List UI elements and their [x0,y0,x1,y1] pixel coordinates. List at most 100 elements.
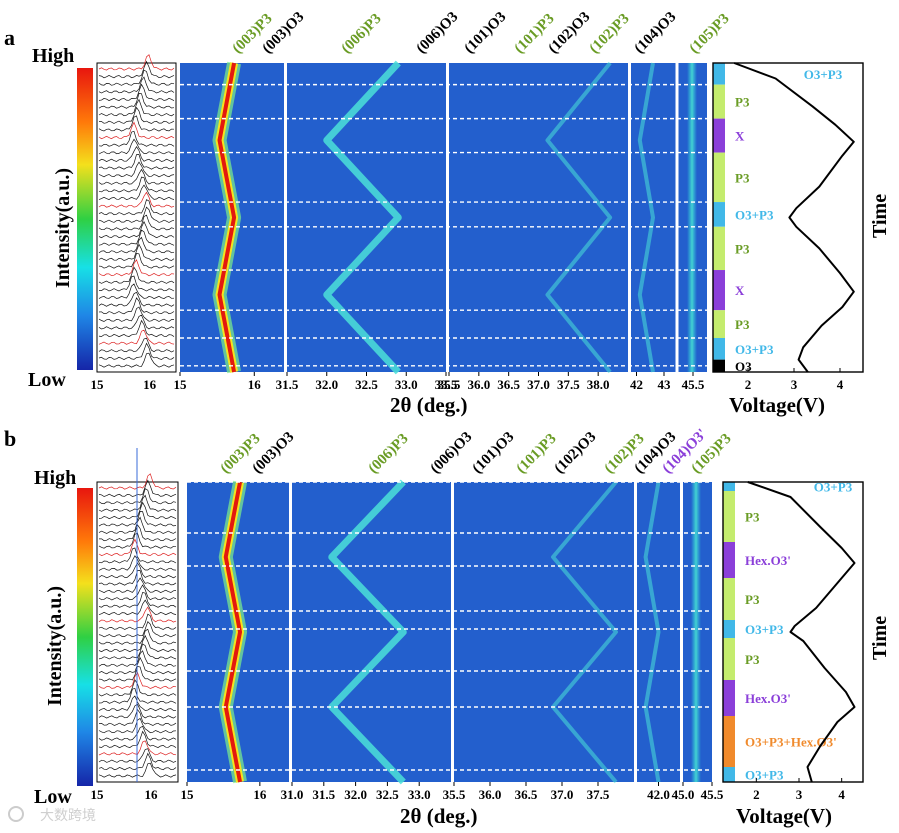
x-tick-label: 32.0 [315,377,338,392]
phase-band-label: P3 [735,241,750,256]
waterfall-trace [98,319,175,338]
panel-a-colorbar-high: High [32,45,74,67]
waterfall-trace [98,76,175,94]
phase-band [713,152,725,203]
peak-label: (105)P3 [687,11,733,57]
phase-band-label: P3 [745,652,760,667]
waterfall-trace [98,83,175,102]
x-tick-label: 45.0 [672,787,695,802]
panel-a-voltage-frame [712,62,864,373]
panel-b-segment-ticks: 15 16 31.0 31.5 32.0 32.5 33.0 35.5 36.0 36.5 37.0… [181,782,724,802]
waterfall-trace [98,283,175,299]
panel-a-colorbar-low: Low [28,369,66,391]
waterfall-trace [98,214,175,231]
waterfall-trace [98,229,175,246]
phase-band-label: X [735,283,745,298]
x-tick-label: 33.0 [408,787,431,802]
waterfall-trace [98,69,175,86]
waterfall-trace [99,275,175,292]
waterfall-trace [98,329,175,345]
peak-trace [551,480,618,784]
waterfall-trace [98,138,175,155]
waterfall-trace [98,306,175,322]
panel-b-intensity-label: Intensity(a.u.) [44,586,66,706]
panel-a-heatmap [180,60,707,375]
phase-band-label: P3 [735,317,750,332]
waterfall-trace [98,191,175,208]
phase-band-label: O3+P3 [735,342,774,357]
peak-trace [637,62,655,373]
x-tick-label: 37.5 [557,377,580,392]
x-tick-label: 35.5 [443,787,466,802]
waterfall-trace [98,176,175,193]
x-tick-label: 42.0 [647,787,670,802]
x-tick-label: 31.5 [276,377,299,392]
waterfall-trace [98,146,175,162]
x-tick-label: 36.5 [497,377,520,392]
waterfall-tick-label: 15 [91,377,105,392]
peak-003-core [223,481,243,783]
panel-b-waterfall-axis: 15 16 [91,787,159,802]
waterfall-trace [98,168,175,185]
x-tick-label: 15 [181,787,195,802]
x-tick-label: 33.5 [435,377,458,392]
peak-label: (102)O3 [552,429,600,477]
waterfall-trace [98,352,175,368]
x-tick-label: 38.0 [587,377,610,392]
segment-separator [634,482,637,782]
voltage-curve [747,481,856,783]
peak-label: (101)O3 [470,429,518,477]
waterfall-tick-label: 16 [145,787,159,802]
phase-band [713,118,725,153]
panel-a-peak-labels: (003)P3(003)O3 (006)P3 (006)O3 (101)O3 (101)… [230,9,733,57]
waterfall-trace [98,297,175,315]
panel-b-voltage-frame [722,481,864,783]
segment-separator [284,63,287,372]
voltage-tick-label: 2 [745,377,752,392]
phase-band-label: Hex.O3' [745,553,791,568]
x-tick-label: 45.5 [701,787,724,802]
peak-trace [328,479,407,785]
phase-band [723,767,735,782]
panel-b-time-label: Time [869,616,891,660]
x-tick-label: 16 [248,377,262,392]
peak-label: (102)O3 [546,9,594,57]
peak-label: (006)P3 [366,431,412,477]
x-tick-label: 36.5 [515,787,538,802]
phase-band [713,202,725,227]
x-tick-label: 31.0 [281,787,304,802]
waterfall-trace [98,337,175,353]
panel-a-intensity-label: Intensity(a.u.) [52,168,74,288]
peak-trace [545,61,613,374]
waterfall-trace [98,93,175,109]
peak-label: (101)P3 [514,431,560,477]
x-tick-label: 16 [253,787,267,802]
waterfall-tick-label: 16 [143,377,157,392]
segment-separator [289,482,292,782]
panel-b-heatmap-bg [187,482,712,782]
panel-a-waterfall-frame [96,62,177,373]
panel-a-xlabel: 2θ (deg.) [390,393,467,417]
panel-a-time-label: Time [869,194,891,238]
phase-band-label: O3+P3 [735,207,774,222]
phase-band [723,491,735,542]
phase-band [723,680,735,716]
phase-band-label: O3+P3 [804,67,843,82]
waterfall-trace [98,184,175,201]
waterfall-trace [98,98,175,117]
phase-band-label: O3+P3 [745,622,784,637]
panel-b-letter: b [4,426,16,451]
x-tick-label: 32.0 [344,787,367,802]
waterfall-trace [98,266,175,284]
waterfall-trace [98,259,175,277]
panel-b-phase-bands: O3+P3 P3 Hex.O3' P3 O3+P3 P3 Hex.O3' O3+P3+Hex.… [723,480,853,783]
panel-a-segment-ticks: 15 16 31.5 32.0 32.5 33.0 33.535.5 36.0 36.5 37.0… [174,372,705,392]
segment-separator [446,63,449,372]
waterfall-trace [98,206,175,223]
phase-band [723,620,735,638]
peak-label: (101)O3 [462,9,510,57]
phase-band [713,338,725,360]
voltage-tick-label: 3 [796,787,803,802]
x-tick-label: 35.5 [438,377,461,392]
